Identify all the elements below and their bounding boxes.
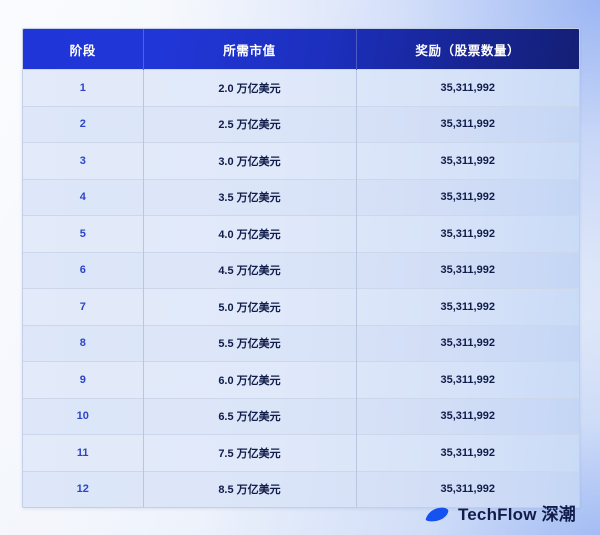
cell-stage: 10	[23, 397, 144, 435]
table-row: 12 8.5 万亿美元 35,311,992	[23, 470, 579, 507]
cell-reward: 35,311,992	[356, 288, 579, 325]
cell-stage: 5	[23, 215, 144, 252]
cell-stage: 12	[23, 470, 144, 507]
cell-stage: 11	[23, 434, 144, 471]
cell-market-cap: 7.5 万亿美元	[143, 434, 357, 471]
techflow-leaf-icon	[425, 507, 449, 522]
column-header-stage: 阶段	[23, 29, 144, 70]
cell-market-cap: 2.0 万亿美元	[143, 69, 357, 106]
cell-reward: 35,311,992	[356, 361, 579, 398]
cell-market-cap: 4.5 万亿美元	[143, 251, 357, 289]
table-row: 6 4.5 万亿美元 35,311,992	[23, 251, 579, 289]
cell-reward: 35,311,992	[356, 434, 579, 471]
cell-market-cap: 5.5 万亿美元	[143, 324, 357, 362]
table-header: 阶段 所需市值 奖励（股票数量）	[23, 29, 579, 70]
cell-stage: 3	[23, 142, 144, 179]
table-row: 10 6.5 万亿美元 35,311,992	[23, 397, 579, 435]
cell-reward: 35,311,992	[356, 324, 579, 362]
stage-reward-table: 阶段 所需市值 奖励（股票数量） 1 2.0 万亿美元 35,311,992 2 2.5…	[23, 29, 579, 507]
cell-market-cap: 5.0 万亿美元	[143, 288, 357, 325]
cell-market-cap: 6.5 万亿美元	[143, 397, 357, 435]
cell-reward: 35,311,992	[356, 251, 579, 289]
cell-stage: 6	[23, 251, 144, 289]
cell-reward: 35,311,992	[356, 69, 579, 106]
cell-stage: 4	[23, 178, 144, 216]
cell-stage: 9	[23, 361, 144, 398]
table-body: 1 2.0 万亿美元 35,311,992 2 2.5 万亿美元 35,311,992 3 3…	[23, 69, 579, 507]
brand-name: TechFlow 深潮	[457, 505, 576, 524]
table-row: 9 6.0 万亿美元 35,311,992	[23, 361, 579, 398]
cell-stage: 1	[23, 69, 144, 106]
cell-market-cap: 8.5 万亿美元	[143, 470, 357, 507]
cell-market-cap: 3.5 万亿美元	[143, 178, 357, 216]
table-row: 4 3.5 万亿美元 35,311,992	[23, 178, 579, 216]
stage-reward-table-container: 阶段 所需市值 奖励（股票数量） 1 2.0 万亿美元 35,311,992 2 2.5…	[22, 28, 580, 508]
table-row: 11 7.5 万亿美元 35,311,992	[23, 434, 579, 471]
cell-stage: 2	[23, 105, 144, 143]
column-header-market-cap: 所需市值	[143, 29, 357, 70]
cell-stage: 7	[23, 288, 144, 325]
cell-market-cap: 2.5 万亿美元	[143, 105, 357, 143]
cell-market-cap: 6.0 万亿美元	[143, 361, 357, 398]
cell-stage: 8	[23, 324, 144, 362]
table-row: 8 5.5 万亿美元 35,311,992	[23, 324, 579, 362]
column-header-reward: 奖励（股票数量）	[415, 43, 521, 58]
cell-reward: 35,311,992	[356, 105, 579, 143]
cell-reward: 35,311,992	[356, 215, 579, 252]
cell-reward: 35,311,992	[356, 142, 579, 179]
cell-market-cap: 3.0 万亿美元	[143, 142, 357, 179]
brand-footer: TechFlow 深潮	[425, 506, 576, 523]
table-header-row: 阶段 所需市值 奖励（股票数量）	[23, 29, 579, 70]
table-row: 1 2.0 万亿美元 35,311,992	[23, 69, 579, 106]
cell-market-cap: 4.0 万亿美元	[143, 215, 357, 252]
table-row: 7 5.0 万亿美元 35,311,992	[23, 288, 579, 325]
cell-reward: 35,311,992	[356, 470, 579, 507]
cell-reward: 35,311,992	[356, 397, 579, 435]
table-row: 2 2.5 万亿美元 35,311,992	[23, 105, 579, 143]
cell-reward: 35,311,992	[356, 178, 579, 216]
table-row: 3 3.0 万亿美元 35,311,992	[23, 142, 579, 179]
table-row: 5 4.0 万亿美元 35,311,992	[23, 215, 579, 252]
